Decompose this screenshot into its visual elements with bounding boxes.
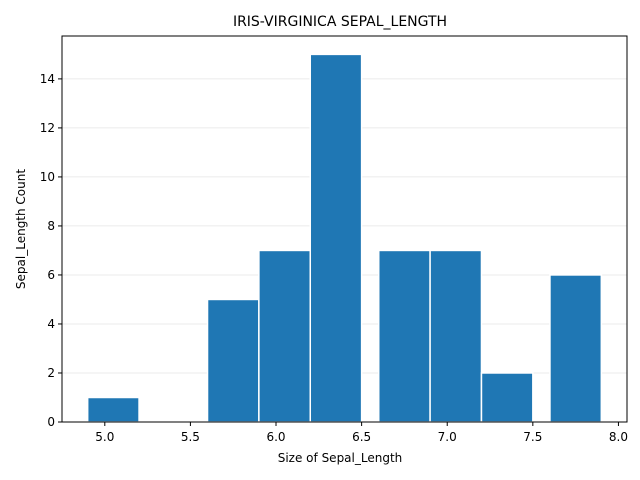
y-axis-ticks: 0 2 4 6 8 10 12 14 (40, 72, 62, 429)
x-tick-label: 5.5 (181, 430, 200, 444)
plot-frame (61, 35, 628, 423)
x-axis-ticks: 5.0 5.5 6.0 6.5 7.0 7.5 8.0 (95, 422, 628, 444)
x-tick-label: 6.0 (266, 430, 285, 444)
y-tick-label: 14 (40, 72, 55, 86)
bar-6 (429, 249, 483, 423)
bar-0 (86, 396, 140, 423)
bar-3 (258, 249, 312, 423)
bar-2 (206, 298, 260, 423)
y-tick-label: 0 (47, 415, 55, 429)
bar-5 (377, 249, 431, 423)
x-tick-label: 7.5 (523, 430, 542, 444)
y-tick-label: 6 (47, 268, 55, 282)
bar-7 (480, 372, 534, 423)
y-tick-label: 12 (40, 121, 55, 135)
bars (86, 53, 603, 423)
y-tick-label: 2 (47, 366, 55, 380)
x-axis-label: Size of Sepal_Length (278, 451, 403, 465)
bar-4 (309, 53, 363, 423)
bar-8 (549, 274, 603, 423)
x-tick-label: 8.0 (609, 430, 628, 444)
x-tick-label: 6.5 (352, 430, 371, 444)
y-tick-label: 8 (47, 219, 55, 233)
y-tick-label: 4 (47, 317, 55, 331)
y-axis-label: Sepal_Length Count (14, 169, 28, 289)
chart-title: IRIS-VIRGINICA SEPAL_LENGTH (233, 14, 447, 30)
x-tick-label: 7.0 (438, 430, 457, 444)
y-tick-label: 10 (40, 170, 55, 184)
x-tick-label: 5.0 (95, 430, 114, 444)
